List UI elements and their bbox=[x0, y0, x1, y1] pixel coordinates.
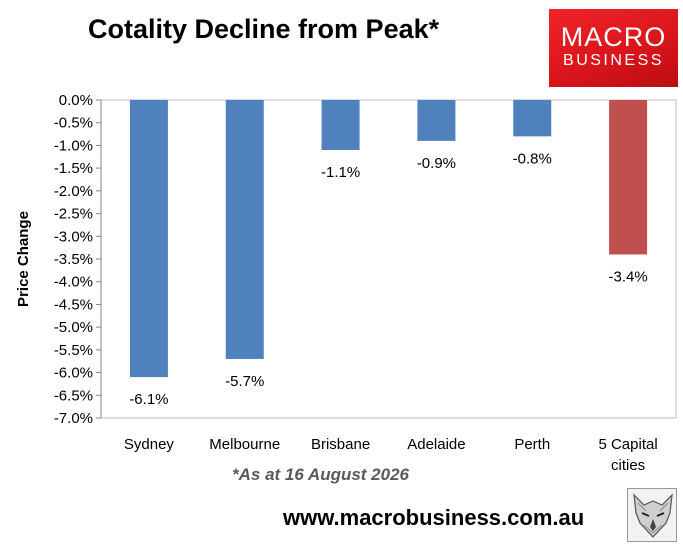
plot-area-border bbox=[100, 99, 677, 419]
x-tick-label: Brisbane bbox=[311, 436, 370, 453]
bar bbox=[417, 100, 456, 141]
y-axis-title: Price Change bbox=[15, 211, 32, 307]
y-tick-label: -3.0% bbox=[54, 228, 93, 245]
y-tick-label: -3.5% bbox=[54, 251, 93, 268]
data-label: -3.4% bbox=[608, 268, 647, 285]
footnote: *As at 16 August 2026 bbox=[232, 465, 409, 484]
x-tick-label: 5 Capital bbox=[598, 436, 657, 453]
y-tick-label: -2.0% bbox=[54, 183, 93, 200]
x-tick-label: Adelaide bbox=[407, 436, 465, 453]
logo-line-2: BUSINESS bbox=[563, 52, 664, 69]
x-tick-label: cities bbox=[611, 457, 645, 474]
y-tick-label: -5.5% bbox=[54, 342, 93, 359]
data-label: -6.1% bbox=[129, 391, 168, 408]
bar bbox=[321, 100, 360, 150]
macrobusiness-logo: MACRO BUSINESS bbox=[549, 9, 678, 87]
wolf-logo-icon bbox=[627, 488, 677, 542]
y-tick-label: -2.5% bbox=[54, 206, 93, 223]
y-tick-label: -7.0% bbox=[54, 410, 93, 427]
data-label: -1.1% bbox=[321, 164, 360, 181]
y-tick-label: -0.5% bbox=[54, 115, 93, 132]
bar bbox=[609, 100, 648, 255]
y-tick-label: -1.0% bbox=[54, 137, 93, 154]
y-tick-label: -5.0% bbox=[54, 319, 93, 336]
logo-line-1: MACRO bbox=[560, 22, 667, 52]
site-url[interactable]: www.macrobusiness.com.au bbox=[283, 505, 585, 530]
y-tick-label: -4.0% bbox=[54, 274, 93, 291]
y-tick-label: 0.0% bbox=[59, 92, 93, 109]
bar bbox=[513, 100, 552, 137]
y-tick-label: -1.5% bbox=[54, 160, 93, 177]
x-tick-label: Perth bbox=[514, 436, 550, 453]
bar bbox=[129, 100, 168, 378]
data-label: -0.9% bbox=[417, 155, 456, 172]
data-label: -5.7% bbox=[225, 373, 264, 390]
x-tick-label: Sydney bbox=[124, 436, 175, 453]
data-label: -0.8% bbox=[513, 150, 552, 167]
bar bbox=[225, 100, 264, 359]
y-tick-label: -6.0% bbox=[54, 365, 93, 382]
y-tick-label: -6.5% bbox=[54, 387, 93, 404]
chart-title: Cotality Decline from Peak* bbox=[88, 14, 440, 44]
x-tick-label: Melbourne bbox=[209, 436, 280, 453]
y-tick-label: -4.5% bbox=[54, 296, 93, 313]
